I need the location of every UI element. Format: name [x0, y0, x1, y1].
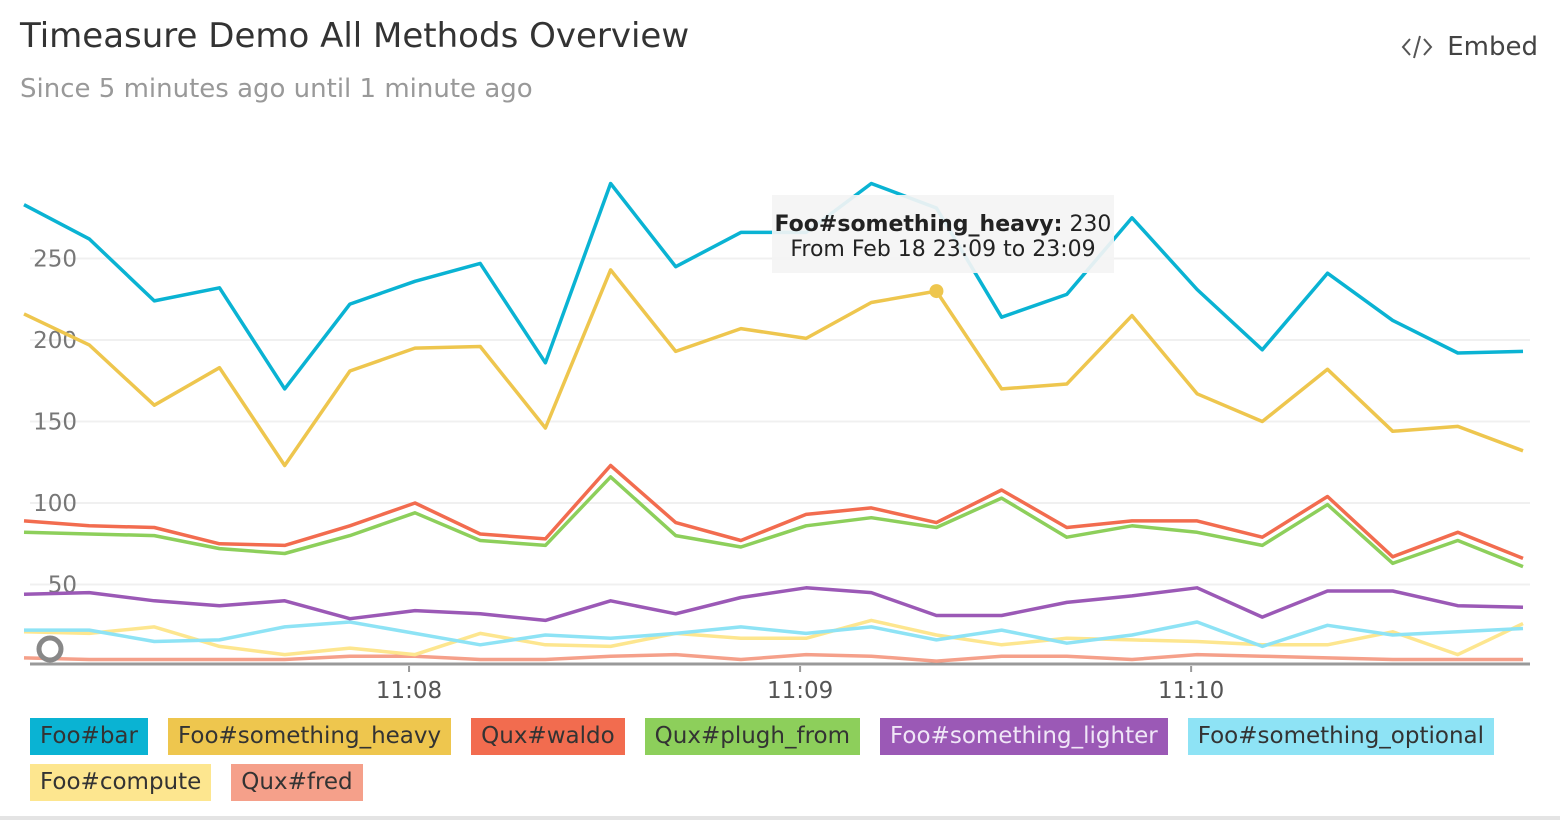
x-tick-label: 11:09 [767, 678, 833, 704]
series-line [23, 618, 1524, 657]
embed-icon [1401, 35, 1433, 59]
x-tick-label: 11:08 [376, 678, 442, 704]
y-tick-label: 100 [33, 491, 77, 517]
legend-item[interactable]: Foo#something_lighter [880, 718, 1168, 755]
tooltip-series: Foo#something_heavy: [775, 212, 1063, 237]
tooltip-range: From Feb 18 23:09 to 23:09 [790, 237, 1095, 262]
legend: Foo#bar Foo#something_heavy Qux#waldo Qux#p… [30, 718, 1530, 801]
y-tick-label: 250 [33, 247, 77, 273]
hover-handle [36, 635, 64, 663]
legend-item[interactable]: Foo#something_optional [1187, 718, 1495, 755]
embed-button[interactable]: Embed [1401, 32, 1538, 62]
series-line [23, 652, 1523, 663]
tooltip-title: Foo#something_heavy: 230 [775, 212, 1112, 237]
legend-item[interactable]: Qux#plugh_from [644, 718, 861, 755]
tooltip-value: 230 [1069, 212, 1111, 237]
x-tick-label: 11:10 [1158, 678, 1224, 704]
series-line [23, 475, 1524, 569]
chart-subtitle: Since 5 minutes ago until 1 minute ago [20, 74, 533, 104]
y-tick-label: 150 [33, 410, 77, 436]
legend-item[interactable]: Qux#waldo [471, 718, 625, 755]
series-line [23, 463, 1524, 561]
embed-label: Embed [1447, 32, 1538, 62]
series-line [23, 586, 1524, 623]
legend-item[interactable]: Qux#fred [231, 764, 363, 801]
series-line [24, 620, 1524, 649]
legend-item[interactable]: Foo#something_heavy [167, 718, 452, 755]
chart-title: Timeasure Demo All Methods Overview [20, 16, 690, 56]
legend-item[interactable]: Foo#bar [30, 718, 148, 755]
tooltip-spacer [1062, 212, 1069, 237]
legend-item[interactable]: Foo#compute [30, 764, 212, 801]
y-tick-label: 200 [33, 328, 77, 354]
series-line [23, 268, 1524, 468]
tooltip-box [772, 195, 1114, 273]
tooltip-point [929, 284, 944, 299]
